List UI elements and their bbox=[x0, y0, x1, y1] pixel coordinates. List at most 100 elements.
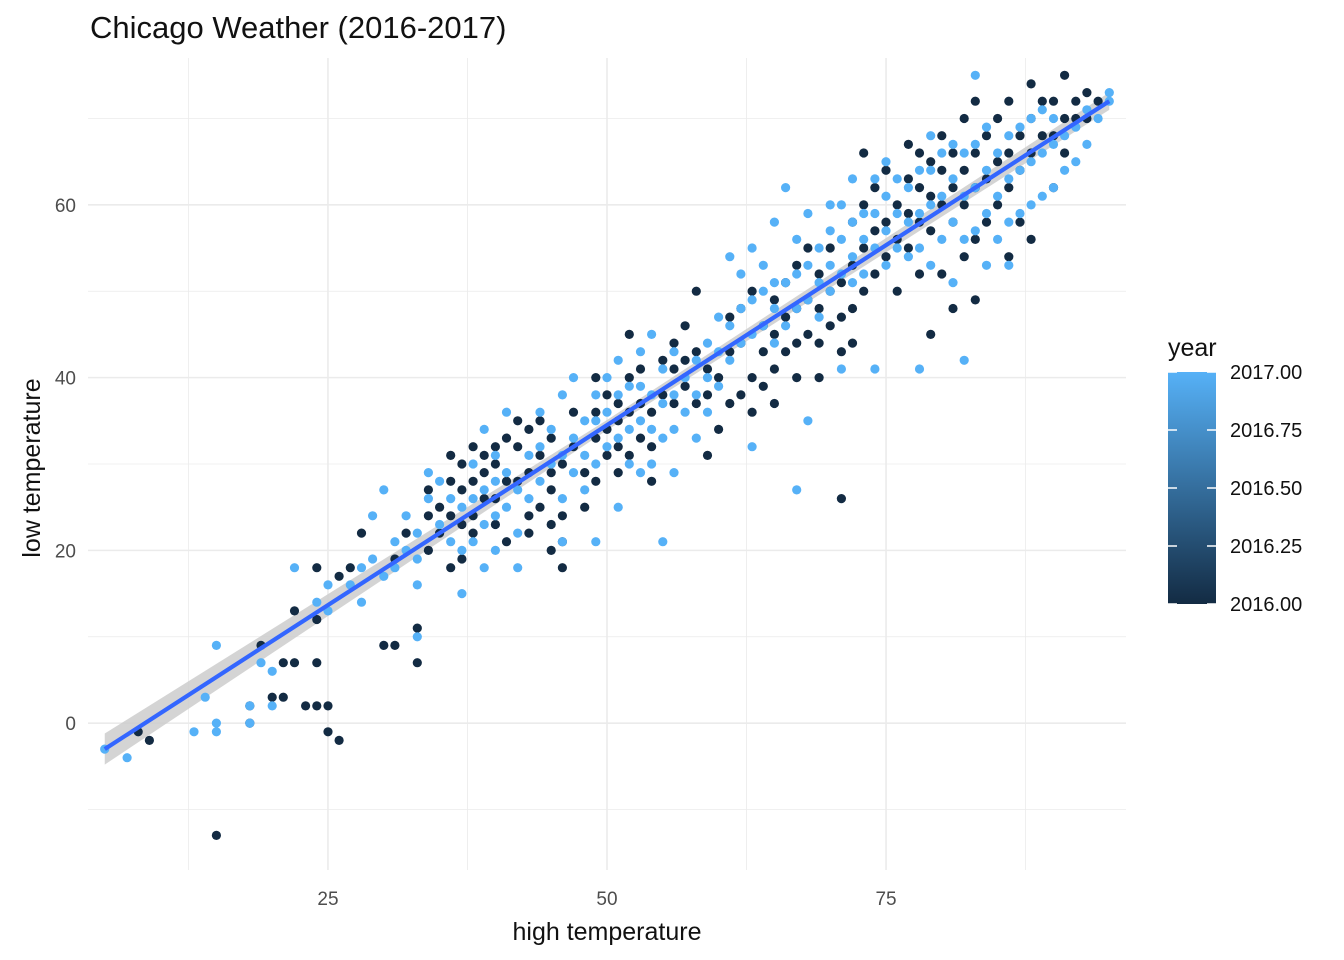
data-point bbox=[970, 295, 980, 305]
data-point bbox=[1048, 139, 1059, 149]
data-point bbox=[903, 217, 914, 227]
data-point bbox=[1026, 234, 1036, 244]
data-point bbox=[669, 364, 679, 374]
data-point bbox=[267, 666, 277, 676]
data-point bbox=[557, 390, 568, 400]
data-point bbox=[490, 519, 500, 530]
data-point bbox=[1048, 183, 1059, 193]
data-point bbox=[635, 433, 646, 443]
data-point bbox=[847, 217, 858, 227]
data-point bbox=[446, 494, 456, 504]
data-point bbox=[189, 727, 199, 737]
data-point bbox=[524, 424, 534, 434]
data-point bbox=[792, 260, 802, 270]
data-point bbox=[379, 640, 389, 651]
data-point bbox=[501, 407, 512, 417]
data-point bbox=[970, 139, 980, 149]
data-point bbox=[948, 174, 958, 184]
data-point bbox=[568, 407, 579, 417]
data-point bbox=[457, 502, 467, 512]
data-point bbox=[814, 243, 824, 253]
data-point bbox=[390, 640, 400, 651]
data-point bbox=[781, 183, 791, 193]
data-point bbox=[435, 476, 445, 486]
data-point bbox=[691, 390, 701, 400]
data-point bbox=[658, 398, 668, 409]
data-point bbox=[970, 70, 980, 80]
data-point bbox=[769, 278, 780, 288]
data-point bbox=[881, 217, 891, 227]
data-point bbox=[323, 580, 333, 590]
data-point bbox=[959, 148, 969, 158]
data-point bbox=[245, 701, 255, 711]
data-point bbox=[345, 563, 355, 573]
data-point bbox=[1060, 113, 1070, 124]
data-point bbox=[1026, 79, 1036, 89]
data-point bbox=[501, 476, 512, 486]
data-point bbox=[781, 312, 791, 322]
data-point bbox=[1048, 96, 1059, 106]
x-tick-label: 50 bbox=[596, 889, 617, 910]
data-point bbox=[948, 303, 958, 314]
data-point bbox=[591, 537, 601, 547]
data-point bbox=[591, 407, 601, 417]
data-point bbox=[490, 450, 500, 460]
data-point bbox=[1093, 113, 1103, 124]
data-point bbox=[479, 468, 489, 478]
data-point bbox=[803, 416, 813, 426]
data-point bbox=[635, 347, 646, 357]
data-point bbox=[356, 528, 367, 538]
data-point bbox=[513, 485, 523, 495]
data-point bbox=[769, 364, 780, 374]
data-point bbox=[792, 485, 802, 495]
data-point bbox=[658, 433, 668, 443]
data-point bbox=[613, 502, 623, 512]
data-point bbox=[970, 226, 980, 236]
data-point bbox=[814, 269, 824, 279]
data-point bbox=[714, 373, 724, 383]
data-point bbox=[457, 554, 467, 564]
data-point bbox=[747, 286, 757, 296]
data-point bbox=[859, 200, 869, 210]
y-tick-label: 0 bbox=[65, 714, 76, 735]
data-point bbox=[580, 468, 590, 478]
data-point bbox=[914, 148, 925, 158]
data-point bbox=[926, 157, 936, 167]
data-point bbox=[736, 390, 746, 400]
data-point bbox=[792, 234, 802, 244]
data-point bbox=[836, 347, 847, 357]
data-point bbox=[959, 200, 969, 210]
data-point bbox=[725, 355, 735, 365]
data-point bbox=[993, 234, 1003, 244]
data-point bbox=[892, 200, 902, 210]
data-point bbox=[669, 347, 679, 357]
data-point bbox=[658, 537, 668, 547]
data-point bbox=[825, 321, 835, 331]
data-point bbox=[211, 718, 221, 728]
data-point bbox=[323, 727, 333, 737]
data-point bbox=[981, 208, 992, 219]
data-point bbox=[624, 424, 634, 434]
data-point bbox=[691, 286, 701, 296]
data-point bbox=[959, 165, 969, 175]
data-point bbox=[211, 830, 221, 841]
data-point bbox=[580, 502, 590, 512]
data-point bbox=[892, 243, 902, 253]
data-point bbox=[613, 433, 623, 443]
data-point bbox=[814, 303, 824, 314]
data-point bbox=[926, 191, 936, 201]
data-point bbox=[769, 398, 780, 409]
data-point bbox=[1015, 165, 1025, 175]
legend: year 2017.00 2016.75 2016.50 2016.25 2016.00 bbox=[1168, 334, 1302, 616]
data-point bbox=[769, 217, 780, 227]
data-point bbox=[702, 390, 713, 400]
data-point bbox=[412, 580, 422, 590]
data-point bbox=[1004, 148, 1014, 158]
data-point bbox=[613, 390, 623, 400]
data-point bbox=[557, 537, 568, 547]
data-point bbox=[368, 554, 378, 564]
data-point bbox=[468, 537, 478, 547]
data-point bbox=[881, 252, 891, 262]
data-point bbox=[847, 252, 858, 262]
